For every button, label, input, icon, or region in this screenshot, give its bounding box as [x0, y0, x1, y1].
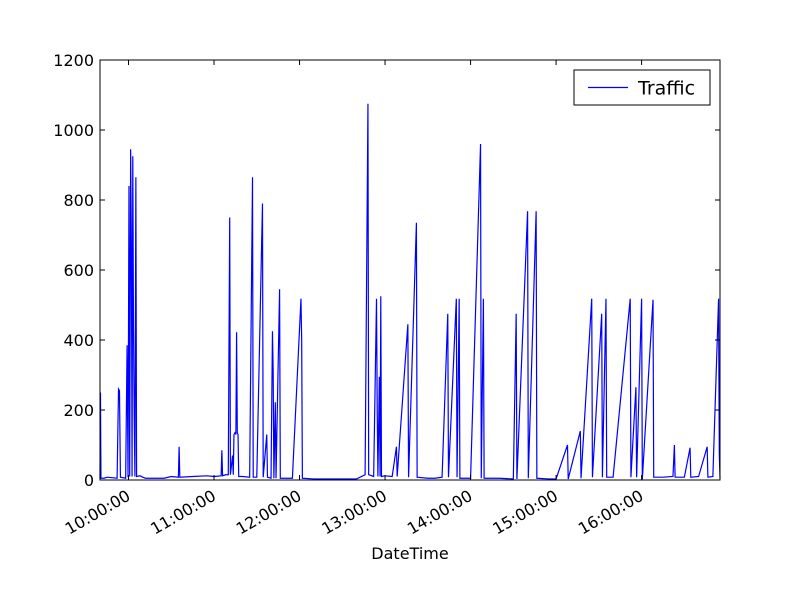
plot-frame	[99, 59, 721, 481]
x-tick-label: 16:00:00	[575, 486, 647, 538]
y-tick-label: 0	[84, 471, 94, 490]
y-tick-label: 400	[63, 331, 94, 350]
series-line-traffic	[99, 103, 721, 480]
axis-ticks: 0 200 400 600 800 1000 1200 10:00:00 11:00:00 12:…	[53, 51, 720, 538]
x-tick-label: 15:00:00	[489, 486, 561, 538]
y-tick-label: 200	[63, 401, 94, 420]
plot-area	[99, 103, 721, 480]
x-tick-label: 10:00:00	[62, 486, 134, 538]
x-tick-label: 13:00:00	[318, 486, 390, 538]
y-tick-label: 800	[63, 191, 94, 210]
x-tick-label: 11:00:00	[147, 486, 219, 538]
x-tick-label: 12:00:00	[233, 486, 305, 538]
y-tick-label: 600	[63, 261, 94, 280]
y-tick-label: 1000	[53, 121, 94, 140]
x-axis-label: DateTime	[371, 544, 448, 563]
legend: Traffic	[573, 69, 711, 106]
x-tick-label: 14:00:00	[404, 486, 476, 538]
legend-label: Traffic	[637, 78, 695, 100]
y-tick-label: 1200	[53, 51, 94, 70]
